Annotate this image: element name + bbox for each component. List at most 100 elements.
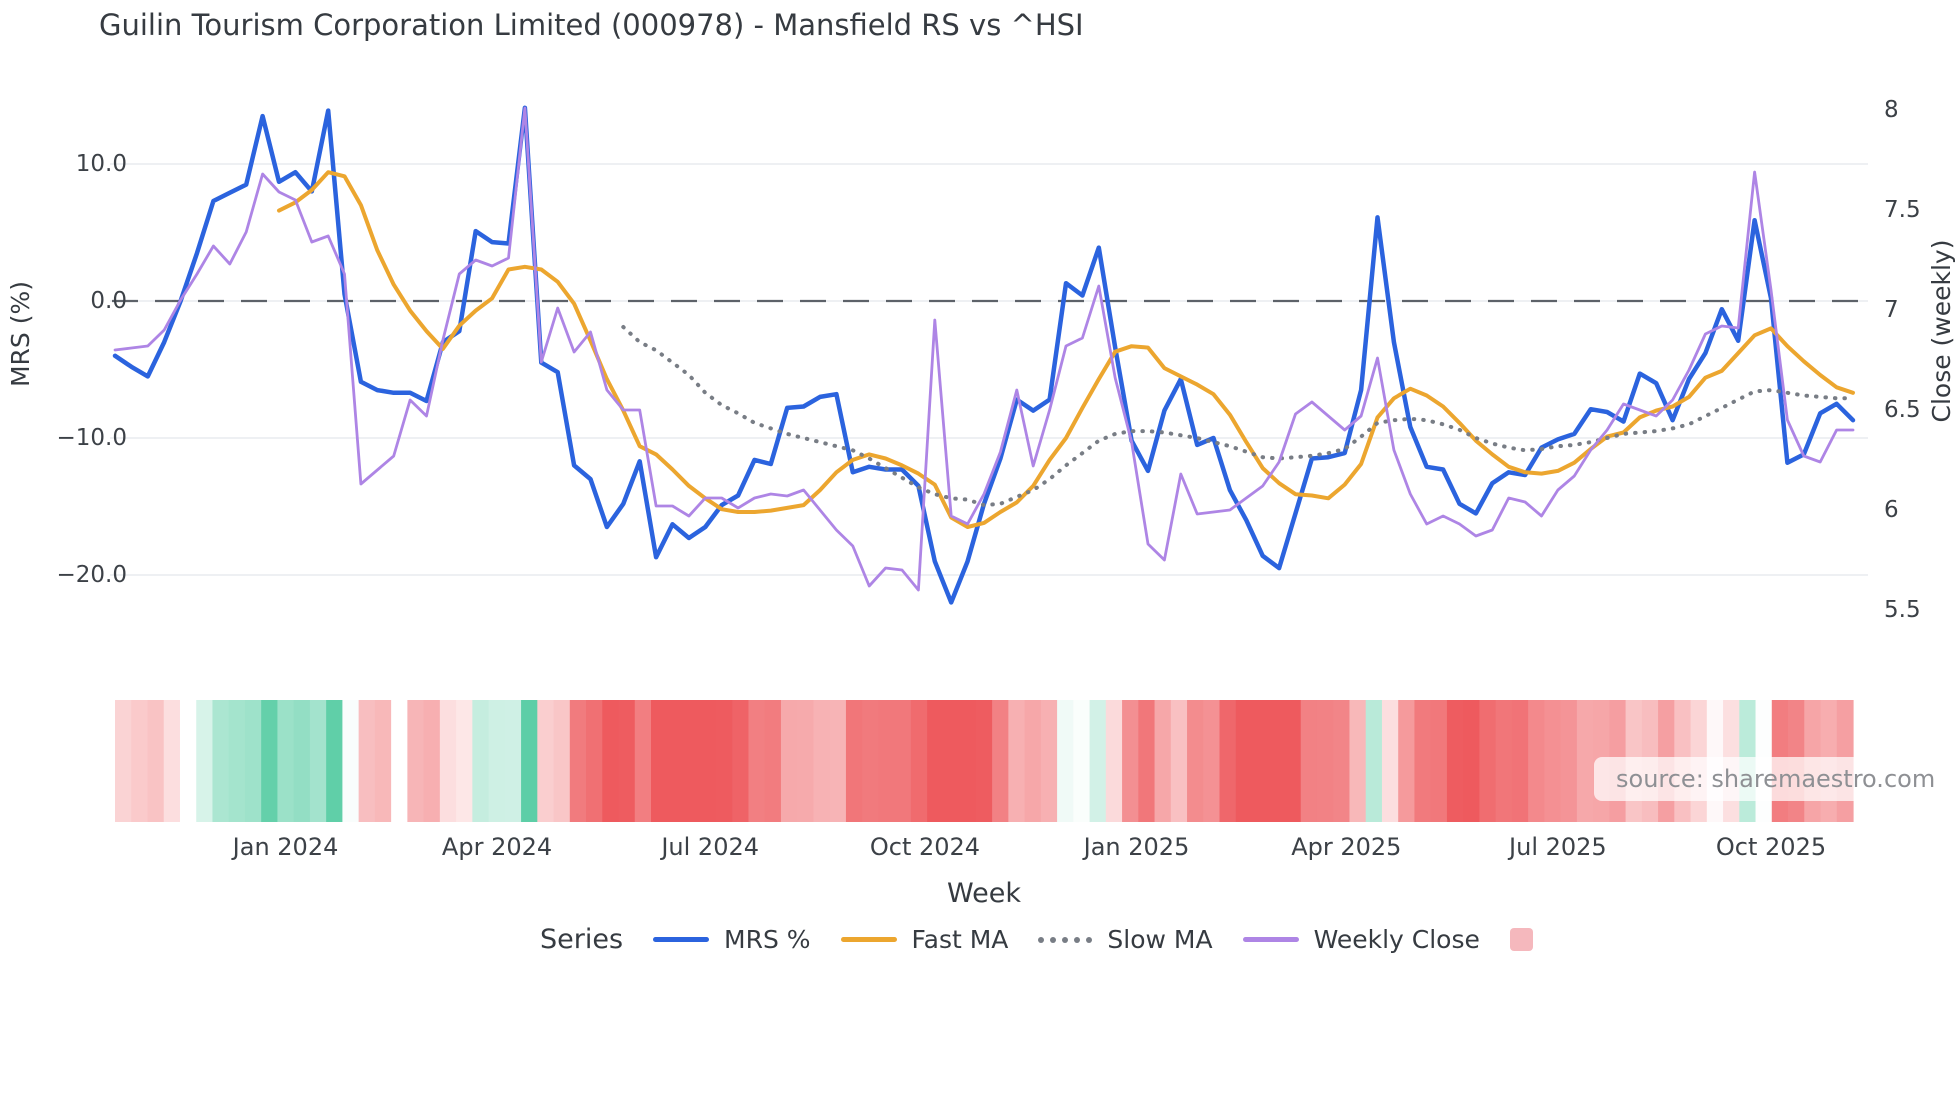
heatmap-cell bbox=[228, 700, 246, 822]
y-axis-left-tick: −10.0 bbox=[56, 425, 127, 451]
heatmap-cell bbox=[878, 700, 896, 822]
mrs--line bbox=[112, 105, 1856, 605]
heatmap-cell bbox=[699, 700, 717, 822]
heatmap-cell bbox=[618, 700, 636, 822]
chart-title: Guilin Tourism Corporation Limited (0009… bbox=[99, 8, 1084, 42]
heatmap-cell bbox=[1024, 700, 1042, 822]
heatmap-cell bbox=[1414, 700, 1432, 822]
heatmap-cell bbox=[1268, 700, 1286, 822]
heatmap-cell bbox=[1479, 700, 1497, 822]
heatmap-cell bbox=[1300, 700, 1318, 822]
heatmap-cell bbox=[553, 700, 571, 822]
x-axis-tick: Jan 2024 bbox=[232, 833, 339, 861]
heatmap-cell bbox=[1576, 700, 1594, 822]
heatmap-cell bbox=[179, 700, 197, 822]
heatmap-cell bbox=[780, 700, 798, 822]
heatmap-cell bbox=[1089, 700, 1107, 822]
x-axis-tick: Oct 2025 bbox=[1715, 833, 1827, 861]
heatmap-cell bbox=[374, 700, 392, 822]
heatmap-cell bbox=[1203, 700, 1221, 822]
heatmap-cell bbox=[1008, 700, 1026, 822]
heatmap-cell bbox=[927, 700, 944, 822]
legend-item-label: Fast MA bbox=[911, 925, 1009, 954]
heatmap-cell bbox=[651, 700, 668, 822]
y-axis-left-tick: −20.0 bbox=[56, 562, 127, 588]
legend-item-slow-ma[interactable]: Slow MA bbox=[1038, 925, 1213, 954]
heatmap-cell bbox=[1544, 700, 1562, 822]
heatmap-cell bbox=[602, 700, 620, 822]
heatmap-cell bbox=[293, 700, 311, 822]
x-axis-title: Week bbox=[947, 878, 1021, 909]
heatmap-swatch-icon bbox=[1509, 928, 1533, 951]
heatmap-cell bbox=[1365, 700, 1383, 822]
legend-title: Series bbox=[540, 924, 624, 955]
heatmap-cell bbox=[1398, 700, 1416, 822]
heatmap-cell bbox=[147, 700, 165, 822]
legend-items: MRS % Fast MA Slow MA Weekly Close bbox=[653, 925, 1533, 954]
line-swatch-icon bbox=[653, 937, 710, 942]
heatmap-cell bbox=[212, 700, 230, 822]
heatmap-cell bbox=[131, 700, 149, 822]
legend: Series MRS % Fast MA Slow MA Weekly Close bbox=[540, 924, 1533, 955]
line-swatch-icon bbox=[1038, 936, 1093, 943]
heatmap-cell bbox=[715, 700, 733, 822]
heatmap-cell bbox=[423, 700, 441, 822]
heatmap-cell bbox=[521, 700, 538, 822]
y-axis-right-tick: 5.5 bbox=[1884, 597, 1921, 623]
heatmap-cell bbox=[1073, 700, 1091, 822]
heatmap-cell bbox=[845, 700, 863, 822]
heatmap-cell bbox=[277, 700, 295, 822]
legend-item-mrs-[interactable]: MRS % bbox=[653, 925, 811, 954]
heatmap-cell bbox=[456, 700, 473, 822]
heatmap-cell bbox=[634, 700, 652, 822]
line-swatch-icon bbox=[840, 937, 897, 942]
heatmap-cell bbox=[504, 700, 522, 822]
heatmap-cell bbox=[1235, 700, 1253, 822]
heatmap-cell bbox=[910, 700, 928, 822]
y-axis-right-tick: 8 bbox=[1884, 97, 1899, 123]
heatmap-cell bbox=[1284, 700, 1302, 822]
y-axis-right-title: Close (weekly) bbox=[1927, 239, 1956, 423]
x-axis-tick: Oct 2024 bbox=[869, 833, 981, 861]
heatmap-cell bbox=[667, 700, 685, 822]
legend-item-weekly-close[interactable]: Weekly Close bbox=[1242, 925, 1480, 954]
legend-item-label: Slow MA bbox=[1107, 925, 1213, 954]
heatmap-cell bbox=[196, 700, 214, 822]
y-axis-left-title: MRS (%) bbox=[6, 280, 35, 388]
legend-item-label: Weekly Close bbox=[1313, 925, 1480, 954]
x-axis-tick: Jul 2024 bbox=[661, 833, 760, 861]
heatmap-cell bbox=[342, 700, 360, 822]
weekly-close-line bbox=[113, 106, 1855, 592]
heatmap-cell bbox=[358, 700, 376, 822]
source-watermark: source: sharemaestro.com bbox=[1594, 757, 1958, 801]
heatmap-cell bbox=[163, 700, 181, 822]
heatmap-cell bbox=[1187, 700, 1204, 822]
heatmap-cell bbox=[1219, 700, 1237, 822]
legend-item-heatmap[interactable] bbox=[1509, 928, 1533, 951]
heatmap-cell bbox=[244, 700, 262, 822]
heatmap-cell bbox=[1057, 700, 1074, 822]
legend-item-fast-ma[interactable]: Fast MA bbox=[840, 925, 1009, 954]
heatmap-cell bbox=[1122, 700, 1139, 822]
x-axis-tick: Jan 2025 bbox=[1083, 833, 1190, 861]
heatmap-cell bbox=[748, 700, 766, 822]
heatmap-cell bbox=[943, 700, 961, 822]
y-axis-right-tick: 6.5 bbox=[1884, 397, 1921, 423]
heatmap-cell bbox=[683, 700, 701, 822]
heatmap-cell bbox=[1430, 700, 1448, 822]
heatmap-cell bbox=[894, 700, 912, 822]
x-axis-tick: Apr 2024 bbox=[441, 833, 553, 861]
y-axis-right-tick: 6 bbox=[1884, 497, 1899, 523]
heatmap-cell bbox=[1138, 700, 1156, 822]
x-axis-tick: Apr 2025 bbox=[1291, 833, 1402, 861]
heatmap-cell bbox=[1511, 700, 1529, 822]
heatmap-cell bbox=[1170, 700, 1188, 822]
heatmap-cell bbox=[439, 700, 457, 822]
x-axis-tick: Jul 2025 bbox=[1509, 833, 1607, 861]
legend-item-label: MRS % bbox=[724, 925, 811, 954]
heatmap-cell bbox=[1316, 700, 1334, 822]
y-axis-left-tick: 10.0 bbox=[75, 151, 127, 177]
heatmap-cell bbox=[472, 700, 490, 822]
heatmap-cell bbox=[813, 700, 831, 822]
